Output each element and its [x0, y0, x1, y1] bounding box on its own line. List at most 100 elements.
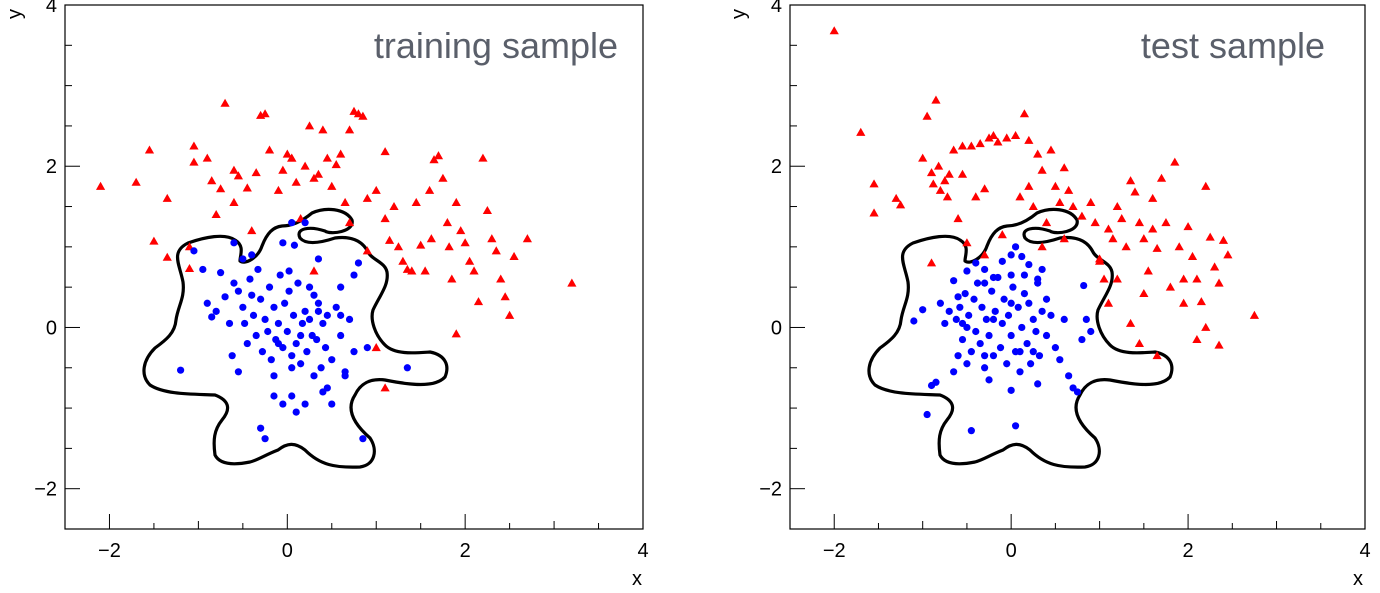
signal-triangle-point: [1068, 201, 1078, 210]
background-circle-point: [950, 368, 958, 376]
signal-triangle-point: [1059, 234, 1069, 243]
signal-triangle-point: [1010, 130, 1021, 140]
x-tick-label: 0: [1006, 540, 1017, 562]
signal-triangle-point: [953, 214, 963, 223]
signal-triangle-point: [1121, 242, 1131, 251]
background-circle-point: [314, 307, 323, 315]
background-circle-point: [956, 303, 964, 311]
signal-triangle-point: [247, 226, 257, 235]
signal-triangle-point: [934, 161, 944, 170]
background-circle-point: [1080, 281, 1088, 290]
signal-triangle-point: [1218, 235, 1229, 244]
background-circle-point: [270, 372, 278, 380]
background-circle-point: [228, 352, 236, 360]
signal-triangle-point: [1152, 243, 1162, 252]
background-circle-point: [199, 265, 207, 274]
signal-triangle-point: [189, 141, 199, 150]
signal-triangle-point: [500, 292, 510, 301]
background-circle-point: [221, 293, 229, 301]
background-circle-point: [952, 315, 960, 323]
signal-triangle-point: [1077, 211, 1087, 220]
panel-test: −2 0 2 4 −2 0 2 4 test sample x y: [728, 0, 1371, 590]
y-tick-label: 4: [46, 0, 57, 17]
background-circle-point: [270, 303, 278, 311]
signal-triangle-point: [344, 218, 355, 227]
background-circle-point: [279, 400, 287, 408]
y-tick-label: −2: [34, 479, 57, 501]
background-circle-point: [239, 303, 247, 311]
background-circle-point: [248, 251, 256, 259]
signal-triangle-point: [491, 246, 501, 255]
background-circle-point: [1087, 327, 1095, 336]
y-tick-label: 2: [46, 156, 57, 178]
background-circle-point: [1056, 356, 1064, 364]
background-circle-point: [243, 339, 251, 348]
background-circle-point: [923, 410, 931, 419]
panel-title-test: test sample: [1141, 25, 1325, 66]
background-circle-point: [1042, 331, 1051, 340]
signal-triangle-point: [1095, 254, 1105, 263]
background-circle-point: [989, 352, 998, 360]
signal-triangle-point: [931, 95, 941, 104]
signal-triangle-point: [922, 111, 932, 120]
signal-triangle-point: [336, 149, 346, 158]
background-circle-point: [998, 319, 1006, 328]
signal-triangle-point: [184, 264, 195, 273]
signal-triangle-point: [505, 310, 515, 319]
background-circle-point: [276, 271, 284, 279]
signal-triangle-point: [1064, 185, 1074, 194]
signal-triangle-point: [358, 111, 368, 120]
signal-triangle-point: [229, 165, 239, 174]
background-circle-point: [1035, 352, 1044, 360]
signal-triangle-point: [291, 177, 301, 186]
signal-triangle-point: [1170, 157, 1180, 166]
signal-triangle-point: [1139, 234, 1149, 243]
background-circle-point: [936, 299, 944, 307]
signal-triangle-point: [1024, 135, 1034, 144]
signal-triangle-point: [162, 193, 172, 202]
signal-triangle-point: [460, 238, 470, 247]
scatter-points-training: [95, 98, 577, 443]
background-circle-point: [1034, 380, 1042, 388]
background-circle-point: [1025, 299, 1033, 307]
signal-triangle-point: [144, 145, 155, 154]
signal-triangle-point: [416, 240, 426, 249]
background-circle-point: [217, 269, 225, 277]
background-circle-point: [967, 427, 975, 435]
background-circle-point: [1003, 360, 1011, 368]
signal-triangle-point: [1037, 242, 1047, 251]
background-circle-point: [963, 267, 971, 275]
background-circle-point: [965, 311, 973, 319]
signal-triangle-point: [1139, 289, 1149, 298]
background-circle-point: [354, 259, 363, 267]
scatter-points-test: [829, 26, 1260, 435]
background-circle-point: [1042, 295, 1051, 303]
decision-boundary-training: [142, 207, 449, 469]
background-circle-point: [239, 255, 247, 263]
signal-triangle-point: [1019, 109, 1030, 118]
signal-triangle-point: [1187, 251, 1198, 260]
signal-triangle-point: [287, 153, 297, 162]
signal-triangle-point: [380, 383, 390, 392]
signal-triangle-point: [309, 173, 319, 182]
background-circle-point: [323, 384, 331, 392]
background-circle-point: [230, 279, 238, 287]
signal-triangle-point: [482, 205, 492, 215]
background-circle-point: [234, 287, 242, 295]
signal-triangle-point: [1134, 218, 1145, 227]
background-circle-point: [288, 352, 296, 360]
signal-triangle-point: [1179, 274, 1189, 283]
signal-triangle-point: [264, 145, 275, 154]
background-circle-point: [1016, 348, 1024, 356]
background-circle-point: [350, 271, 358, 279]
signal-triangle-point: [1015, 192, 1025, 201]
signal-triangle-point: [949, 145, 959, 154]
y-tick-label: 4: [771, 0, 782, 17]
signal-triangle-point: [1028, 201, 1038, 210]
background-circle-point: [961, 290, 969, 298]
signal-triangle-point: [318, 125, 328, 134]
background-circle-point: [328, 400, 336, 408]
signal-triangle-point: [1214, 340, 1224, 349]
background-circle-point: [950, 277, 958, 285]
background-circle-point: [1000, 295, 1008, 303]
